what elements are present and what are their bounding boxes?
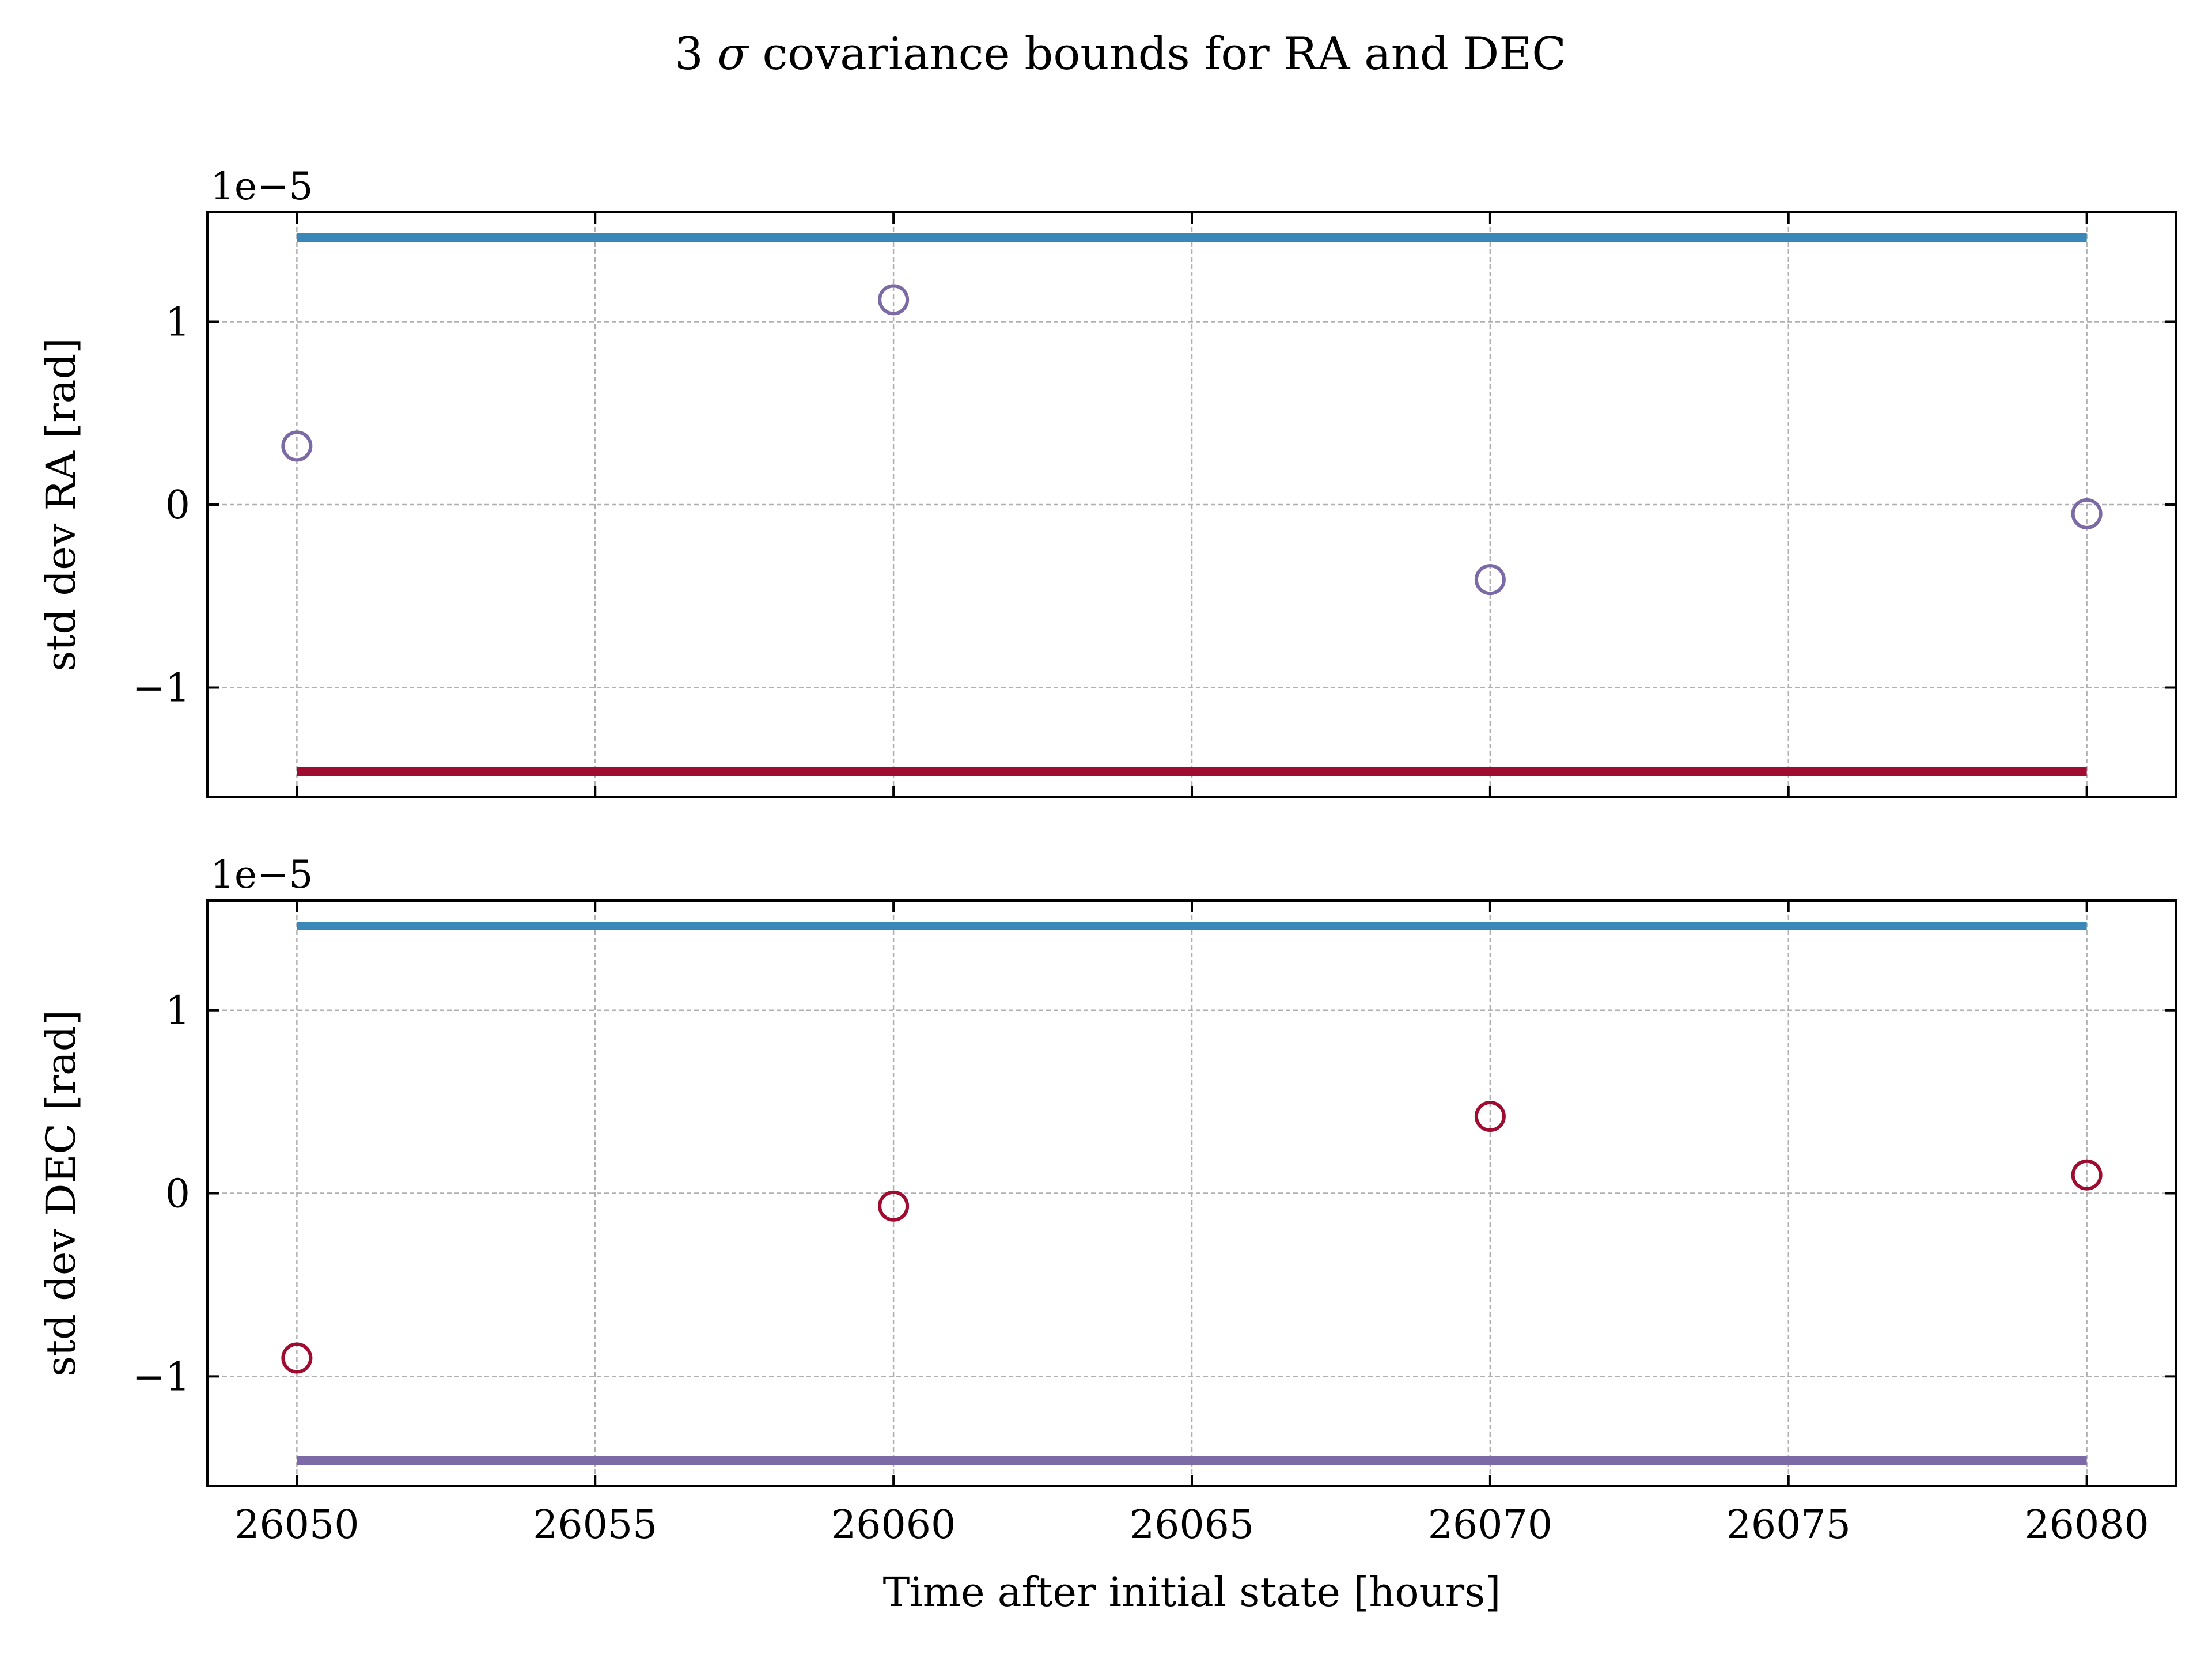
- dec-bounds: [297, 921, 2087, 1465]
- ra-data-point: [1474, 564, 1506, 596]
- ra-subplot: 1 0 −1 1e−5 std dev RA [rad]: [37, 164, 2177, 798]
- ra-data-point: [878, 284, 910, 316]
- dec-data-point: [1474, 1101, 1506, 1132]
- ra-data-point: [2071, 498, 2103, 529]
- dec-x-tick-label: 26060: [831, 1502, 956, 1548]
- dec-grid: [207, 900, 2176, 1486]
- ra-ticks: [207, 212, 2176, 797]
- ra-grid: [207, 212, 2176, 797]
- dec-y-tick-label: 1: [165, 988, 190, 1034]
- dec-data-point: [281, 1342, 313, 1374]
- dec-x-tick-labels: 26050 26055 26060 26065 26070 26075 26080: [234, 1502, 2149, 1548]
- dec-subplot: 1 0 −1 26050 26055 26060 26065 26070 26075 26080…: [37, 853, 2177, 1616]
- dec-x-tick-label: 26050: [234, 1502, 359, 1548]
- ra-y-tick-label: 1: [165, 300, 190, 346]
- ra-data-point: [281, 430, 313, 462]
- dec-y-tick-labels: 1 0 −1: [132, 988, 190, 1400]
- ra-y-tick-label: −1: [132, 666, 190, 711]
- dec-y-tick-label: −1: [132, 1354, 190, 1400]
- dec-x-tick-label: 26065: [1130, 1502, 1254, 1548]
- dec-data-point: [2071, 1159, 2103, 1191]
- dec-y-axis-label: std dev DEC [rad]: [37, 1010, 85, 1377]
- ra-y-tick-label: 0: [165, 483, 190, 528]
- x-axis-label: Time after initial state [hours]: [883, 1569, 1501, 1616]
- dec-x-tick-label: 26075: [1726, 1502, 1851, 1548]
- dec-x-tick-label: 26080: [2024, 1502, 2149, 1548]
- dec-y-tick-label: 0: [165, 1172, 190, 1217]
- ra-bounds: [297, 233, 2087, 777]
- dec-x-tick-label: 26070: [1428, 1502, 1552, 1548]
- ra-y-tick-labels: 1 0 −1: [132, 300, 190, 711]
- dec-points: [281, 1101, 2103, 1374]
- dec-data-point: [878, 1190, 910, 1222]
- ra-offset-text: 1e−5: [210, 164, 313, 209]
- dec-x-tick-label: 26055: [533, 1502, 657, 1548]
- dec-ticks: [207, 900, 2176, 1486]
- ra-y-axis-label: std dev RA [rad]: [37, 338, 85, 671]
- figure-title: 3 σ covariance bounds for RA and DEC: [675, 28, 1566, 80]
- dec-offset-text: 1e−5: [210, 853, 313, 897]
- ra-points: [281, 284, 2103, 596]
